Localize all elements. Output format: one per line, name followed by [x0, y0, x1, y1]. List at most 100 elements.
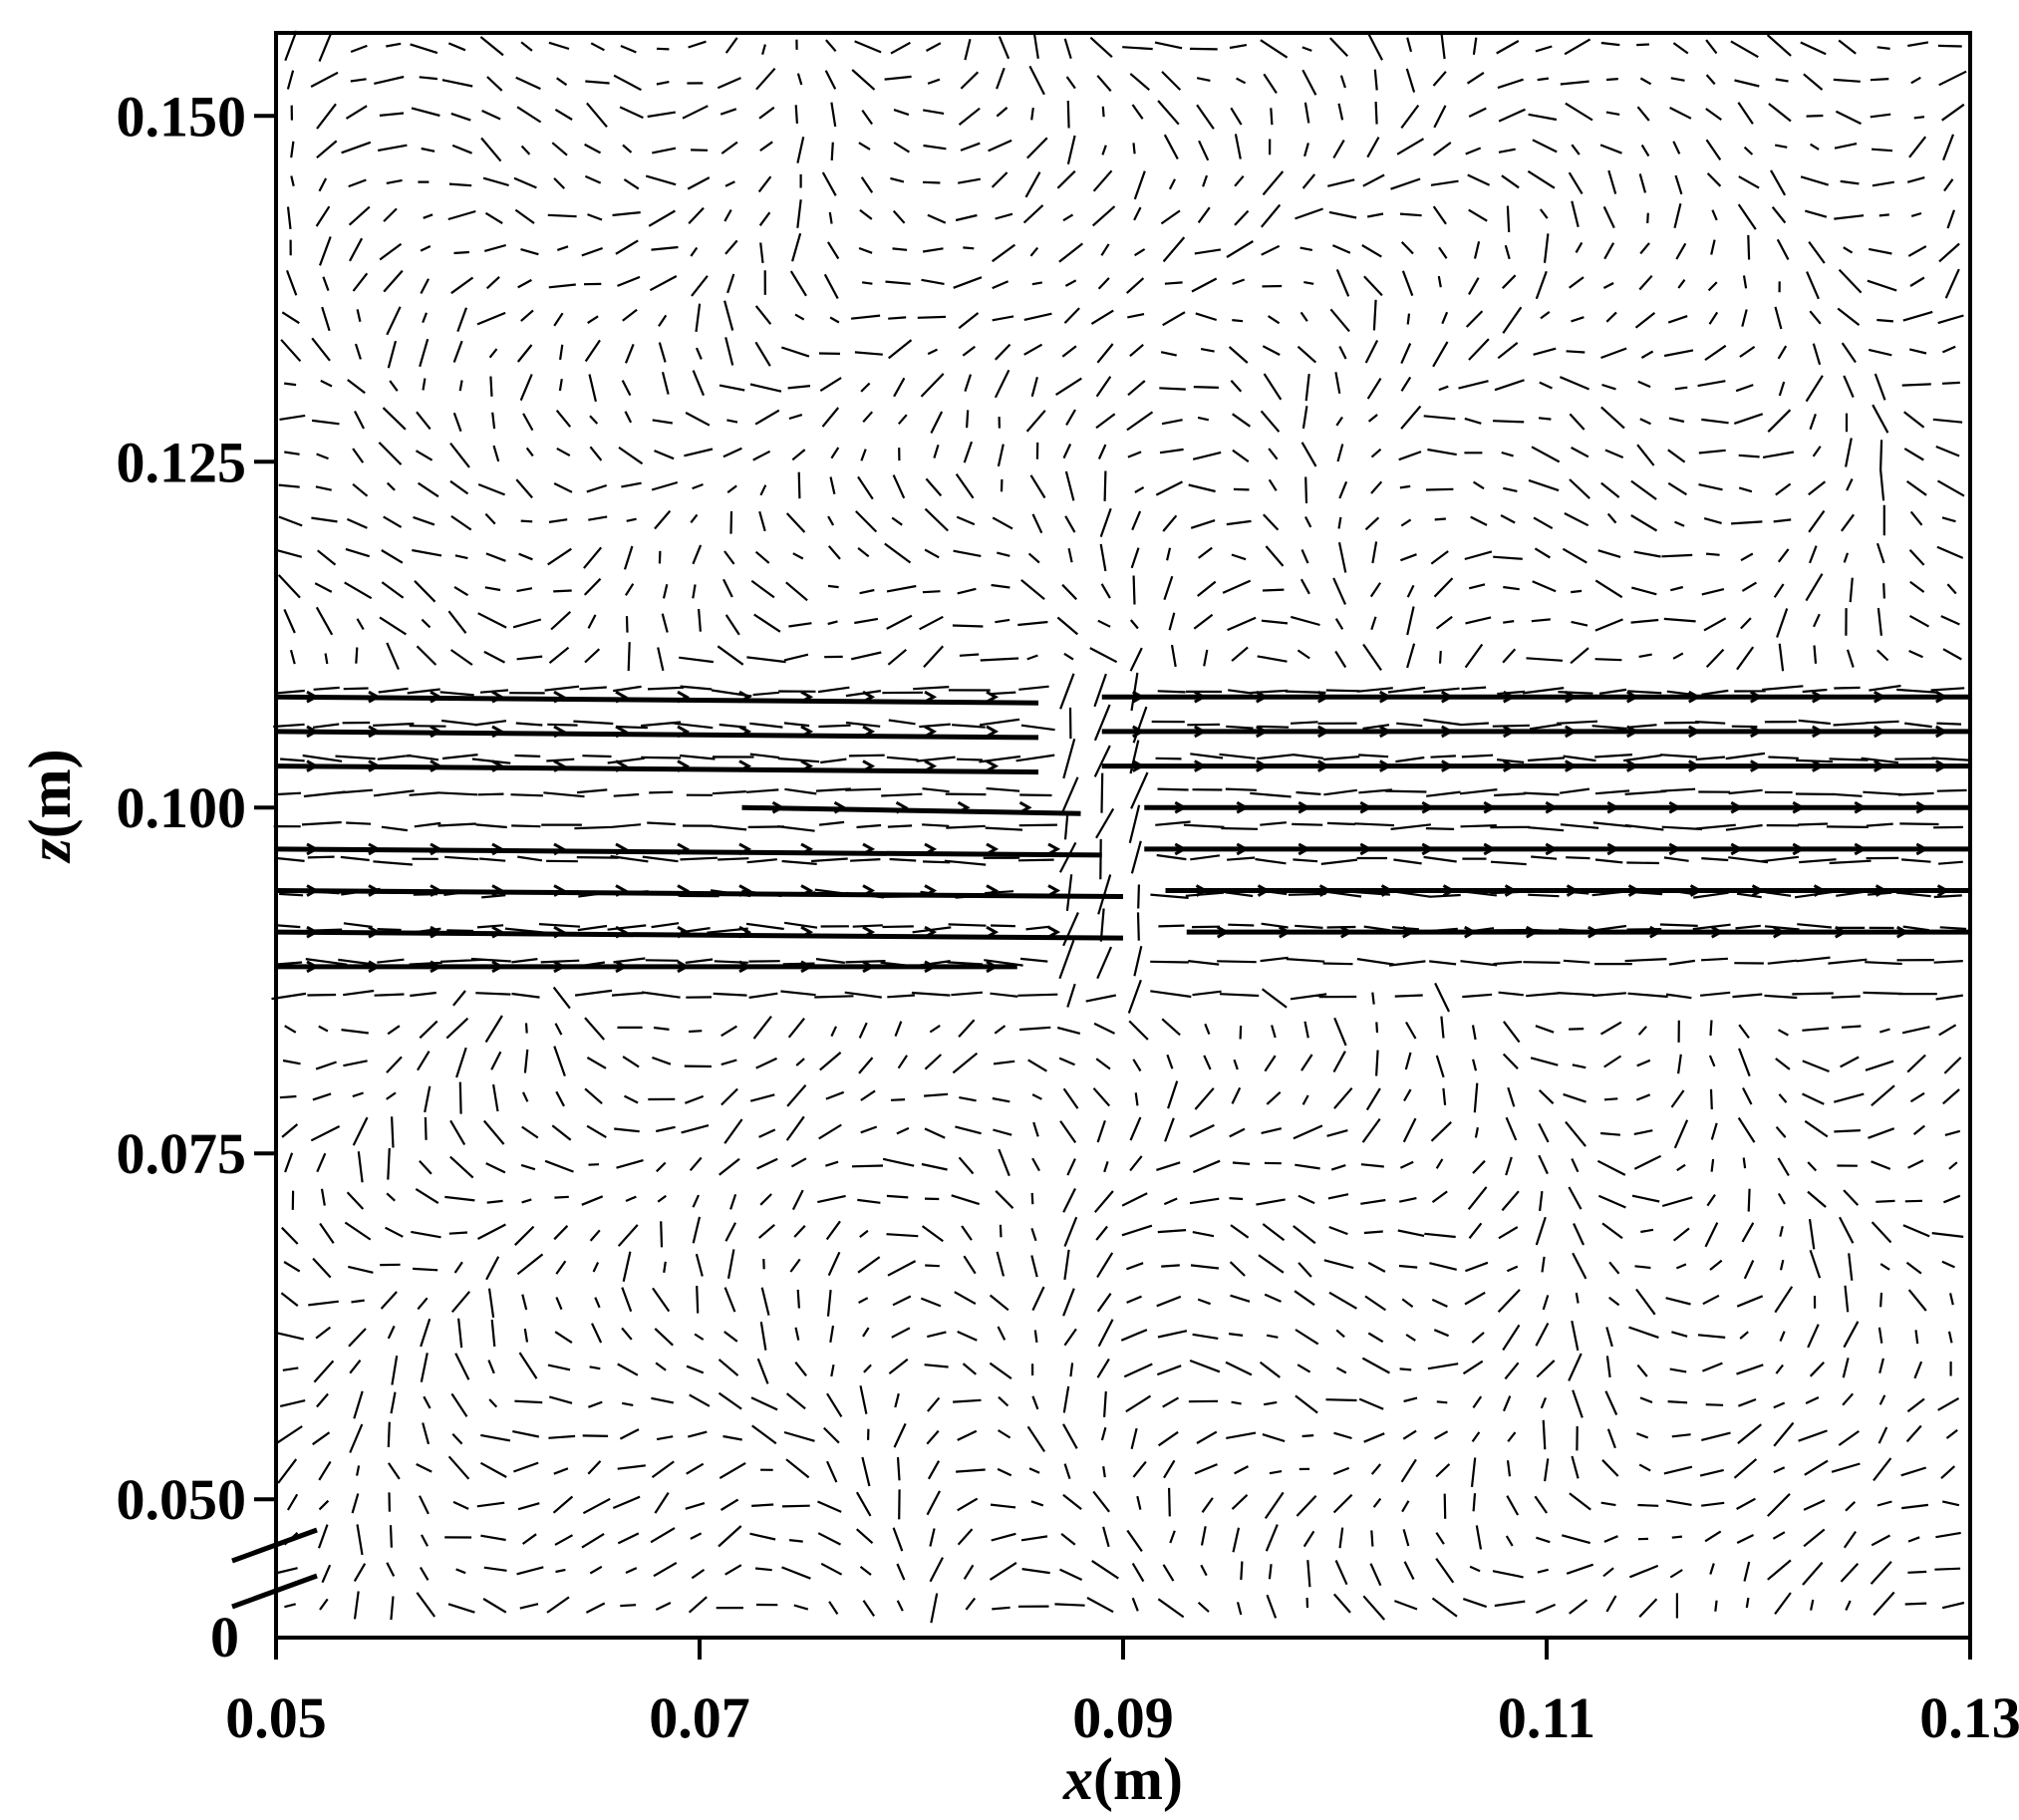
jet-arrowhead — [491, 725, 505, 739]
jet-arrowhead — [553, 960, 567, 974]
jet-arrowhead — [677, 925, 691, 939]
jet-stream-line — [275, 763, 1039, 775]
jet-arrowhead — [553, 725, 567, 739]
jet-arrowhead — [430, 725, 443, 739]
jet-arrowhead — [1317, 690, 1330, 704]
jet-arrowhead — [1773, 925, 1786, 939]
jet-arrowhead — [1606, 800, 1620, 814]
jet-arrowhead — [306, 759, 320, 772]
jet-arrowhead — [1257, 884, 1271, 897]
jet-arrowhead — [862, 725, 876, 739]
x-axis-unit: (m) — [1093, 1746, 1183, 1812]
jet-arrowhead — [862, 884, 876, 897]
jet-arrowhead — [1379, 725, 1392, 739]
jet-arrowhead — [1018, 800, 1032, 814]
x-tick-label: 0.13 — [1919, 1685, 2019, 1750]
jet-arrowhead — [1915, 842, 1929, 856]
jet-arrowhead — [738, 925, 752, 939]
jet-stream-line — [275, 846, 1102, 858]
jet-arrowhead — [430, 925, 443, 939]
jet-arrowhead — [1132, 690, 1145, 704]
jet-arrowhead — [924, 725, 938, 739]
jet-arrowhead — [553, 842, 567, 856]
jet-arrowhead — [1875, 884, 1888, 897]
y-tick-label: 0.125 — [117, 430, 247, 494]
jet-stream-line — [275, 729, 1039, 741]
jet-arrowhead — [1751, 884, 1765, 897]
jet-arrowhead — [1441, 759, 1454, 772]
plot-frame — [274, 31, 1972, 1640]
jet-arrowhead — [1649, 925, 1662, 939]
jet-arrowhead — [368, 884, 382, 897]
jet-arrowhead — [306, 690, 320, 704]
jet-arrowhead — [1132, 725, 1145, 739]
jet-arrowhead — [615, 690, 629, 704]
jet-arrowhead — [1750, 690, 1763, 704]
jet-arrowhead — [1936, 884, 1950, 897]
jet-arrowhead — [1750, 725, 1763, 739]
y-tick-label: 0.150 — [117, 84, 247, 149]
jet-arrowhead — [1565, 759, 1578, 772]
x-tick-label: 0.09 — [1072, 1685, 1174, 1750]
jet-arrowhead — [986, 759, 1000, 772]
jet-arrowhead — [1421, 800, 1435, 814]
jet-arrowhead — [738, 960, 752, 974]
jet-arrowhead — [1402, 925, 1415, 939]
jet-arrowhead — [1626, 759, 1639, 772]
jet-arrowhead — [1813, 884, 1827, 897]
jet-arrowhead — [862, 925, 876, 939]
jet-arrowhead — [491, 842, 505, 856]
jet-arrowhead — [553, 884, 567, 897]
jet-arrowhead — [677, 842, 691, 856]
jet-arrowhead — [1504, 884, 1518, 897]
jet-arrowhead — [491, 960, 505, 974]
jet-arrowhead — [1317, 759, 1330, 772]
jet-arrowhead — [800, 925, 814, 939]
velocity-vectors — [271, 30, 1969, 1624]
jet-arrowhead — [1379, 759, 1392, 772]
jet-arrowhead — [1565, 725, 1578, 739]
x-axis-var: x — [1062, 1746, 1093, 1812]
jet-arrowhead — [862, 690, 876, 704]
x-tick-label: 0.11 — [1498, 1685, 1595, 1750]
jet-arrowhead — [677, 690, 691, 704]
jet-arrowhead — [368, 842, 382, 856]
jet-arrowhead — [1812, 759, 1825, 772]
jet-arrowhead — [306, 925, 320, 939]
jet-arrowhead — [1047, 884, 1061, 897]
y-axis-unit: (m) — [17, 749, 83, 838]
jet-arrowhead — [677, 960, 691, 974]
jet-arrowhead — [1503, 725, 1516, 739]
jet-arrowhead — [1132, 759, 1145, 772]
jet-arrowhead — [1688, 690, 1701, 704]
vector-field — [271, 30, 1969, 1624]
jet-arrowhead — [924, 690, 938, 704]
jet-arrowhead — [677, 884, 691, 897]
jet-arrowhead — [491, 925, 505, 939]
y-tick-label: 0.050 — [117, 1467, 247, 1532]
jet-arrowhead — [957, 800, 971, 814]
jet-arrowhead — [924, 842, 938, 856]
jet-arrowhead — [800, 884, 814, 897]
jet-arrowhead — [986, 960, 1000, 974]
jet-arrowhead — [368, 925, 382, 939]
jet-arrowhead — [1915, 800, 1929, 814]
jet-arrowhead — [553, 690, 567, 704]
y-axis-break-marker — [231, 1527, 318, 1610]
jet-arrowhead — [986, 725, 1000, 739]
jet-arrowhead — [1318, 884, 1332, 897]
x-axis-title: x(m) — [1062, 1746, 1183, 1812]
jet-arrowhead — [800, 759, 814, 772]
jet-arrowhead — [738, 884, 752, 897]
jet-arrowhead — [833, 800, 847, 814]
jet-arrowhead — [1935, 690, 1948, 704]
jet-arrowhead — [1503, 690, 1516, 704]
jet-arrowhead — [430, 759, 443, 772]
jet-arrowhead — [1688, 759, 1701, 772]
jet-arrowhead — [1317, 725, 1330, 739]
jet-arrowhead — [1854, 842, 1868, 856]
jet-arrowhead — [924, 759, 938, 772]
jet-arrowhead — [1380, 884, 1394, 897]
jet-arrowhead — [1545, 842, 1559, 856]
jet-arrowhead — [1194, 690, 1207, 704]
